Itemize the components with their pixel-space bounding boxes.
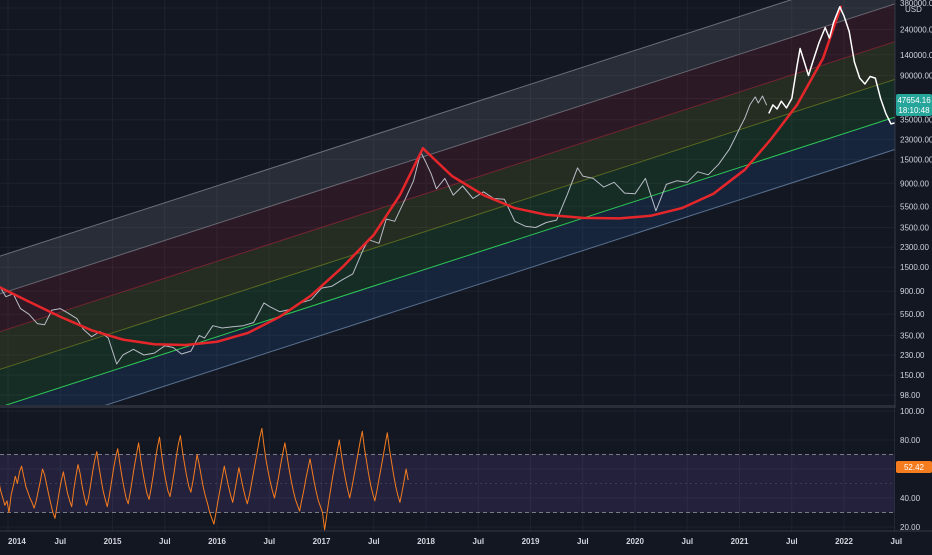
- time-axis-label: 2019: [522, 537, 540, 546]
- price-axis-label: 15000.00: [900, 155, 932, 164]
- time-axis-label: Jul: [891, 537, 903, 546]
- time-axis-label: Jul: [473, 537, 485, 546]
- price-axis-area[interactable]: [895, 0, 932, 405]
- price-axis-label: 550.00: [900, 310, 925, 319]
- price-pane-bg: [0, 0, 895, 405]
- price-axis-label: 900.00: [900, 287, 925, 296]
- price-axis-label: 140000.00: [900, 51, 932, 60]
- channel-band: [0, 41, 895, 370]
- time-axis-label: Jul: [577, 537, 589, 546]
- channel-line: [104, 148, 895, 405]
- price-axis-label: 35000.00: [900, 116, 932, 125]
- rsi-axis-label: 80.00: [900, 436, 921, 445]
- rsi-value-tag-bg: [896, 461, 932, 473]
- channel-line: [0, 3, 895, 295]
- time-axis-label: Jul: [368, 537, 380, 546]
- last-price-tag-value: 47654.16: [897, 96, 931, 105]
- time-axis-label: 2020: [626, 537, 644, 546]
- price-axis-label: 98.00: [900, 391, 921, 400]
- time-axis-label: 2017: [313, 537, 331, 546]
- channel-band: [0, 0, 895, 294]
- price-axis-label: 23000.00: [900, 135, 932, 144]
- cycle-curve-2014-2018: [0, 147, 425, 347]
- channel-band: [0, 79, 895, 405]
- price-series-line: [0, 95, 768, 365]
- last-price-tag-bg: [896, 94, 932, 116]
- last-price-tag: 47654.16 18:10:48: [896, 94, 932, 116]
- time-axis-area[interactable]: [0, 531, 932, 550]
- price-axis-label: 1500.00: [900, 263, 929, 272]
- price-gridlines: [0, 0, 897, 405]
- price-axis-label: 380000.00: [900, 0, 932, 8]
- price-axis-label: 2300.00: [900, 243, 929, 252]
- channel-line: [0, 0, 793, 257]
- channel-line: [0, 78, 895, 370]
- price-axis-currency: USD: [905, 5, 922, 14]
- price-axis-label: 9000.00: [900, 179, 929, 188]
- channel-midline: [4, 116, 895, 405]
- price-axis-label: 230.00: [900, 351, 925, 360]
- time-axis-label: 2021: [731, 537, 749, 546]
- projection-line: [768, 6, 895, 125]
- time-axis-label: 2018: [417, 537, 435, 546]
- time-axis-label: 2016: [208, 537, 226, 546]
- rsi-value-tag-value: 52.42: [904, 463, 925, 472]
- price-layer: [0, 5, 895, 365]
- price-axis-label: 150.00: [900, 371, 925, 380]
- rsi-layer: [0, 427, 895, 531]
- rsi-value-tag: 52.42: [896, 461, 932, 473]
- rsi-axis-label: 40.00: [900, 494, 921, 503]
- time-axis-label: Jul: [55, 537, 67, 546]
- time-axis-label: 2015: [104, 537, 122, 546]
- cycle-curve-2018-2022: [421, 5, 843, 220]
- time-axis-label: 2022: [835, 537, 853, 546]
- time-axis-label: Jul: [264, 537, 276, 546]
- channel-band: [0, 3, 895, 332]
- time-axis-label: Jul: [159, 537, 171, 546]
- rsi-axis-label: 100.00: [900, 407, 925, 416]
- time-axis-label: 2014: [8, 537, 26, 546]
- time-axis: 2014 Jul 2015 Jul 2016 Jul 2017 Jul 2018 Jul 2019 J…: [8, 537, 902, 546]
- last-price-tag-countdown: 18:10:48: [898, 106, 930, 115]
- channel-line: [0, 41, 895, 333]
- price-axis-label: 240000.00: [900, 26, 932, 35]
- time-axis-label: Jul: [682, 537, 694, 546]
- price-axis-label: 3500.00: [900, 224, 929, 233]
- price-axis-label: 5500.00: [900, 202, 929, 211]
- time-axis-label: Jul: [786, 537, 798, 546]
- rsi-axis-label: 20.00: [900, 523, 921, 532]
- pane-separator[interactable]: [0, 405, 895, 408]
- rsi-line: [0, 427, 409, 531]
- price-axis: 240000.00140000.0090000.0055000.0035000.…: [900, 0, 932, 400]
- price-axis-label: 90000.00: [900, 72, 932, 81]
- price-axis-label: 350.00: [900, 331, 925, 340]
- regression-channel-bands: [0, 0, 895, 405]
